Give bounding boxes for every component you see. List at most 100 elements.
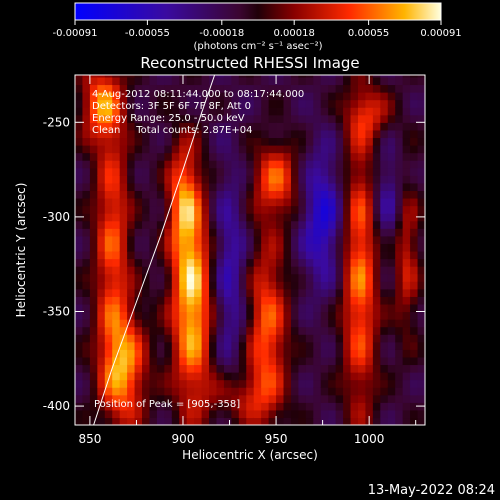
heatmap-cell bbox=[328, 372, 337, 381]
heatmap-cell bbox=[179, 107, 188, 116]
heatmap-cell bbox=[313, 281, 322, 290]
heatmap-cell bbox=[75, 182, 84, 192]
heatmap-cell bbox=[238, 182, 247, 192]
heatmap-cell bbox=[238, 349, 247, 358]
heatmap-cell bbox=[335, 182, 344, 192]
heatmap-cell bbox=[134, 349, 143, 358]
heatmap-cell bbox=[410, 76, 419, 86]
heatmap-cell bbox=[395, 107, 404, 116]
heatmap-cell bbox=[238, 220, 247, 229]
heatmap-cell bbox=[380, 137, 389, 146]
heatmap-cell bbox=[395, 167, 404, 176]
heatmap-cell bbox=[246, 379, 255, 388]
heatmap-cell bbox=[246, 409, 255, 419]
heatmap-cell bbox=[410, 349, 419, 358]
heatmap-cell bbox=[261, 92, 270, 101]
heatmap-cell bbox=[283, 334, 292, 343]
heatmap-cell bbox=[149, 334, 158, 343]
heatmap-cell bbox=[201, 402, 210, 411]
heatmap-cell bbox=[395, 319, 404, 328]
heatmap-cell bbox=[328, 379, 337, 388]
heatmap-cell bbox=[82, 197, 91, 207]
heatmap-cell bbox=[320, 160, 329, 169]
heatmap-cell bbox=[201, 213, 210, 222]
heatmap-cell bbox=[343, 145, 352, 154]
heatmap-cell bbox=[290, 129, 300, 139]
heatmap-cell bbox=[387, 303, 396, 313]
heatmap-cell bbox=[343, 137, 352, 146]
heatmap-cell bbox=[253, 99, 262, 108]
heatmap-cell bbox=[209, 84, 218, 93]
heatmap-cell bbox=[328, 137, 337, 146]
heatmap-cell bbox=[246, 160, 255, 169]
heatmap-cell bbox=[82, 266, 91, 275]
heatmap-cell bbox=[164, 205, 173, 214]
heatmap-cell bbox=[410, 303, 419, 313]
heatmap-cell bbox=[305, 258, 314, 267]
heatmap-cell bbox=[238, 387, 247, 396]
heatmap-cell bbox=[104, 319, 113, 328]
heatmap-cell bbox=[283, 243, 292, 252]
heatmap-cell bbox=[179, 319, 188, 328]
heatmap-cell bbox=[201, 220, 210, 229]
heatmap-cell bbox=[149, 379, 158, 388]
heatmap-cell bbox=[223, 364, 232, 373]
heatmap-cell bbox=[328, 84, 337, 93]
heatmap-cell bbox=[276, 409, 285, 419]
heatmap-cell bbox=[156, 409, 165, 419]
heatmap-cell bbox=[328, 145, 337, 154]
heatmap-cell bbox=[402, 175, 411, 184]
heatmap-cell bbox=[82, 250, 91, 260]
heatmap-cell bbox=[97, 228, 106, 237]
heatmap-cell bbox=[350, 228, 359, 237]
heatmap-cell bbox=[402, 84, 411, 93]
heatmap-cell bbox=[320, 303, 329, 313]
heatmap-cell bbox=[387, 364, 396, 373]
heatmap-cell bbox=[112, 129, 121, 139]
heatmap-cell bbox=[75, 99, 84, 108]
heatmap-cell bbox=[283, 75, 292, 78]
heatmap-cell bbox=[268, 205, 277, 214]
heatmap-cell bbox=[104, 402, 113, 411]
heatmap-cell bbox=[209, 387, 218, 396]
heatmap-cell bbox=[238, 190, 247, 199]
heatmap-cell bbox=[305, 356, 314, 366]
heatmap-cell bbox=[305, 334, 314, 343]
heatmap-cell bbox=[246, 137, 255, 146]
heatmap-cell bbox=[261, 266, 270, 275]
heatmap-cell bbox=[246, 334, 255, 343]
heatmap-cell bbox=[112, 356, 121, 366]
heatmap-cell bbox=[305, 92, 314, 101]
heatmap-cell bbox=[223, 319, 232, 328]
heatmap-cell bbox=[127, 364, 136, 373]
heatmap-cell bbox=[134, 311, 143, 320]
heatmap-cell bbox=[112, 326, 121, 335]
heatmap-cell bbox=[365, 107, 374, 116]
heatmap-cell bbox=[97, 266, 106, 275]
heatmap-cell bbox=[194, 349, 203, 358]
heatmap-cell bbox=[313, 273, 322, 282]
heatmap-cell bbox=[268, 84, 277, 93]
heatmap-cell bbox=[119, 409, 128, 419]
heatmap-cell bbox=[305, 75, 314, 78]
heatmap-cell bbox=[164, 341, 173, 350]
heatmap-cell bbox=[380, 341, 389, 350]
heatmap-cell bbox=[305, 326, 314, 335]
y-tick-label: -300 bbox=[43, 210, 70, 224]
heatmap-cell bbox=[357, 409, 367, 419]
heatmap-cell bbox=[238, 84, 247, 93]
heatmap-cell bbox=[335, 288, 344, 297]
heatmap-cell bbox=[357, 152, 367, 161]
heatmap-cell bbox=[380, 84, 389, 93]
heatmap-cell bbox=[410, 372, 419, 381]
heatmap-cell bbox=[417, 266, 425, 275]
heatmap-cell bbox=[261, 99, 270, 108]
heatmap-cell bbox=[82, 84, 91, 93]
heatmap-cell bbox=[305, 288, 314, 297]
heatmap-cell bbox=[201, 319, 210, 328]
heatmap-cell bbox=[276, 356, 285, 366]
heatmap-cell bbox=[194, 114, 203, 123]
heatmap-cell bbox=[89, 258, 98, 267]
heatmap-cell bbox=[142, 281, 151, 290]
